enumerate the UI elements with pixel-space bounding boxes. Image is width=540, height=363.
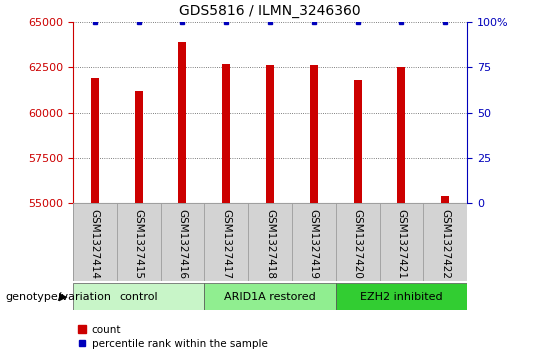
- Text: GSM1327419: GSM1327419: [309, 209, 319, 279]
- Text: GSM1327418: GSM1327418: [265, 209, 275, 279]
- Text: GSM1327420: GSM1327420: [353, 209, 362, 279]
- Bar: [354, 80, 362, 203]
- Bar: [204, 283, 336, 310]
- Bar: [423, 203, 467, 281]
- Bar: [266, 65, 274, 203]
- Text: GSM1327416: GSM1327416: [178, 209, 187, 279]
- Bar: [117, 203, 160, 281]
- Text: GSM1327421: GSM1327421: [396, 209, 407, 279]
- Bar: [397, 67, 406, 203]
- Bar: [73, 203, 117, 281]
- Bar: [441, 196, 449, 203]
- Text: GSM1327415: GSM1327415: [133, 209, 144, 279]
- Text: GSM1327414: GSM1327414: [90, 209, 100, 279]
- Text: control: control: [119, 292, 158, 302]
- Bar: [380, 203, 423, 281]
- Text: ARID1A restored: ARID1A restored: [224, 292, 316, 302]
- Title: GDS5816 / ILMN_3246360: GDS5816 / ILMN_3246360: [179, 4, 361, 18]
- Text: ▶: ▶: [59, 292, 68, 302]
- Text: genotype/variation: genotype/variation: [5, 292, 111, 302]
- Bar: [336, 203, 380, 281]
- Bar: [73, 283, 204, 310]
- Bar: [178, 42, 186, 203]
- Text: GSM1327422: GSM1327422: [440, 209, 450, 279]
- Bar: [292, 203, 336, 281]
- Bar: [248, 203, 292, 281]
- Bar: [134, 91, 143, 203]
- Legend: count, percentile rank within the sample: count, percentile rank within the sample: [78, 325, 267, 349]
- Bar: [222, 64, 230, 203]
- Bar: [204, 203, 248, 281]
- Bar: [91, 78, 99, 203]
- Bar: [160, 203, 204, 281]
- Text: EZH2 inhibited: EZH2 inhibited: [360, 292, 443, 302]
- Bar: [336, 283, 467, 310]
- Text: GSM1327417: GSM1327417: [221, 209, 231, 279]
- Bar: [310, 65, 318, 203]
